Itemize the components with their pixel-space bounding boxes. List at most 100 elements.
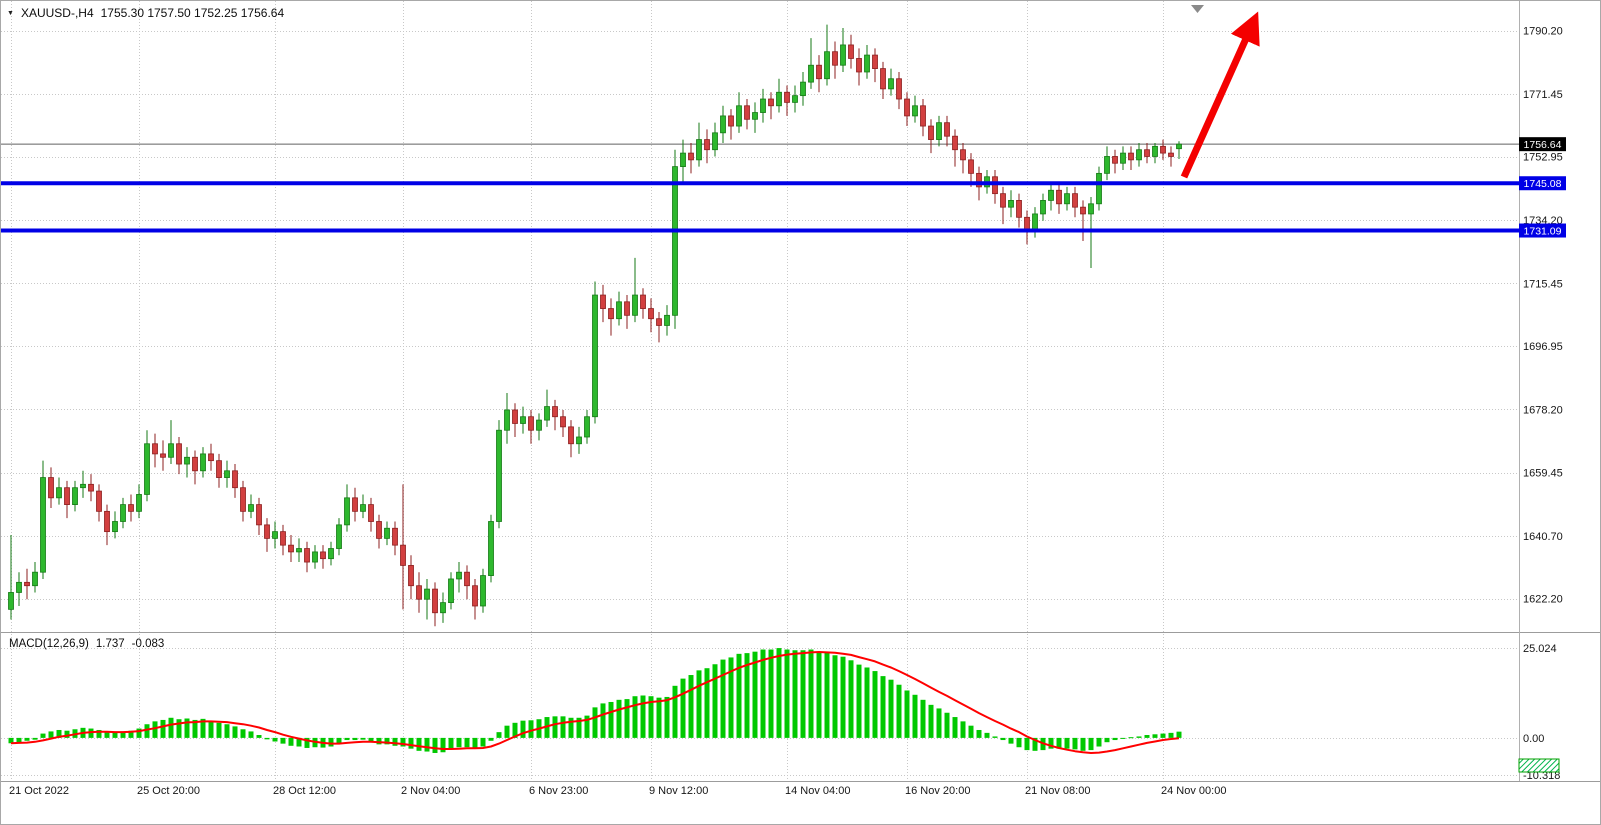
macd-histogram-bar (688, 675, 694, 738)
macd-histogram-bar (952, 717, 958, 738)
macd-histogram-bar (440, 737, 446, 753)
candle-body (824, 51, 830, 80)
candle-body (504, 409, 510, 431)
macd-histogram-bar (184, 718, 190, 738)
macd-histogram-bar (24, 737, 30, 741)
macd-histogram-bar (136, 728, 142, 738)
macd-histogram-bar (472, 737, 478, 749)
trend-arrow-object[interactable] (1180, 11, 1260, 179)
hline-price-badge (1519, 176, 1566, 191)
macd-histogram-bar (728, 657, 734, 738)
macd-histogram-bar (424, 737, 430, 752)
hline-price-badge-text: 1745.08 (1524, 178, 1562, 190)
macd-histogram-bar (568, 717, 574, 738)
candle-body (256, 504, 262, 526)
chart-shift-marker[interactable] (1191, 5, 1204, 13)
macd-histogram-bar (656, 697, 662, 738)
macd-histogram-bar (816, 651, 822, 738)
candle-body (416, 585, 422, 600)
candle-body (344, 497, 350, 526)
symbol-dropdown-icon[interactable]: ▼ (7, 9, 14, 17)
price-axis-label: 1696.95 (1523, 341, 1563, 353)
price-axis[interactable] (1519, 1, 1601, 781)
macd-histogram-bar (344, 737, 350, 741)
candle-body (312, 551, 318, 563)
macd-histogram-bar (752, 651, 758, 738)
macd-histogram-bar (1136, 736, 1142, 738)
candle-body (8, 592, 14, 610)
macd-histogram-bar (808, 649, 814, 738)
macd-histogram-bar (856, 664, 862, 738)
macd-layer (8, 648, 1182, 754)
macd-signal-line (10, 651, 1180, 754)
candle-body (968, 159, 974, 174)
candle-body (384, 527, 390, 539)
macd-histogram-bar (1048, 737, 1054, 749)
macd-histogram-bar (1032, 737, 1038, 751)
macd-histogram-bar (936, 708, 942, 738)
macd-histogram-bar (48, 731, 54, 738)
price-axis-label: 1678.20 (1523, 404, 1563, 416)
macd-histogram-bar (432, 737, 438, 753)
candle-body (512, 409, 518, 424)
candle-body (64, 487, 70, 505)
macd-histogram-bar (512, 722, 518, 738)
candle-body (400, 544, 406, 566)
candle-body (584, 416, 590, 438)
candles-layer (1, 24, 1519, 627)
candle-body (208, 453, 214, 462)
macd-histogram-bar (760, 649, 766, 738)
candle-body (888, 78, 894, 90)
macd-histogram-bar (592, 707, 598, 738)
candle-body (688, 152, 694, 161)
candle-body (904, 98, 910, 117)
time-axis[interactable] (1, 781, 1519, 825)
candle-body (832, 51, 838, 66)
price-axis-label: 1790.20 (1523, 26, 1563, 38)
candle-body (800, 81, 806, 97)
candle-body (616, 301, 622, 320)
time-axis-label: 28 Oct 12:00 (273, 785, 336, 797)
macd-histogram-bar (1000, 737, 1006, 741)
macd-histogram-bar (296, 737, 302, 747)
candle-body (752, 112, 758, 120)
candle-body (568, 426, 574, 445)
macd-histogram-bar (1088, 737, 1094, 751)
macd-histogram-bar (112, 732, 118, 738)
candle-body (816, 64, 822, 80)
macd-histogram-bar (64, 730, 70, 738)
macd-histogram-bar (992, 736, 998, 738)
macd-histogram-bar (128, 730, 134, 738)
macd-histogram-bar (208, 720, 214, 738)
candle-body (56, 487, 62, 499)
candle-body (920, 105, 926, 127)
candle-body (104, 510, 110, 533)
macd-histogram-bar (416, 737, 422, 751)
macd-histogram-bar (904, 690, 910, 738)
candle-body (952, 135, 958, 151)
candle-body (1000, 193, 1006, 208)
candle-body (232, 470, 238, 489)
macd-histogram-bar (216, 722, 222, 738)
macd-histogram-bar (696, 670, 702, 738)
macd-histogram-bar (480, 737, 486, 747)
macd-histogram-bar (104, 732, 110, 738)
macd-histogram-bar (880, 676, 886, 738)
candle-body (464, 571, 470, 587)
candle-body (168, 443, 174, 458)
grid-layer (1, 1, 1519, 781)
candle-body (184, 456, 190, 465)
candle-body (112, 521, 118, 533)
candle-body (1088, 203, 1094, 215)
macd-histogram-bar (240, 729, 246, 738)
candle-body (1120, 152, 1126, 164)
macd-histogram-bar (272, 737, 278, 742)
candle-body (928, 125, 934, 140)
macd-histogram-bar (264, 737, 270, 740)
candle-body (352, 497, 358, 512)
macd-histogram-bar (824, 652, 830, 738)
candle-body (1136, 149, 1142, 161)
macd-histogram-bar (200, 718, 206, 738)
candle-body (704, 139, 710, 151)
